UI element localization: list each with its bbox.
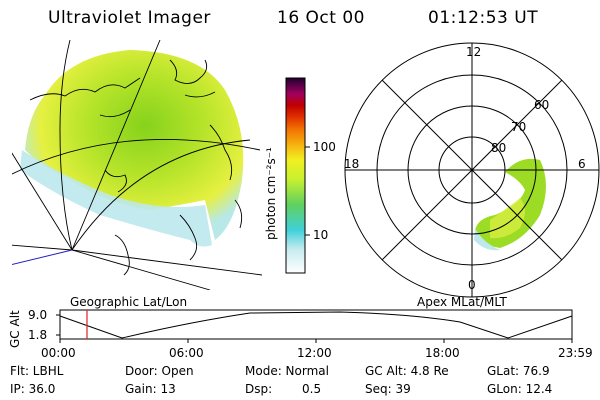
altitude-curve: [59, 311, 573, 339]
mlt-label-12: 12: [466, 45, 482, 59]
colorbar-tick-100: 100: [313, 140, 336, 154]
mode-status: Mode: Normal: [245, 364, 329, 378]
gain-status: Gain: 13: [125, 382, 176, 396]
time-tick-2359: 23:59: [558, 346, 593, 360]
altitude-ytick-9: 9.0: [28, 308, 48, 322]
colorbar-gradient: [285, 77, 306, 274]
time-tick-1200: 12:00: [297, 346, 332, 360]
right-panel-caption: Apex MLat/MLT: [417, 295, 507, 309]
time-tick-0600: 06:00: [169, 346, 204, 360]
time-tick-1800: 18:00: [425, 346, 460, 360]
mlat-label-70: 70: [511, 120, 527, 134]
altitude-ytick-1-8: 1.8: [28, 328, 48, 342]
altitude-plot: [56, 309, 573, 343]
mlt-label-0: 0: [468, 278, 476, 292]
colorbar: [285, 77, 310, 274]
geographic-image-panel: [12, 40, 262, 290]
mlt-label-18: 18: [344, 157, 360, 171]
aurora-emission-geographic: [25, 50, 244, 240]
orbit-trace: [12, 249, 73, 266]
app-title: Ultraviolet Imager: [48, 8, 211, 28]
colorbar-tick-10: 10: [313, 228, 329, 242]
geographic-latitude: GLat: 76.9: [487, 364, 550, 378]
date-label: 16 Oct 00: [277, 8, 365, 28]
mlat-label-80: 80: [491, 141, 507, 155]
coastlines: [29, 59, 243, 276]
dsp-label: Dsp:: [245, 382, 273, 396]
dsp-value: 0.5: [302, 382, 322, 396]
sequence-status: Seq: 39: [365, 382, 411, 396]
door-status: Door: Open: [125, 364, 194, 378]
filter-status: Flt: LBHL: [10, 364, 64, 378]
geographic-longitude: GLon: 12.4: [487, 382, 553, 396]
time-tick-0000: 00:00: [41, 346, 76, 360]
ip-status: IP: 36.0: [10, 382, 56, 396]
time-label: 01:12:53 UT: [428, 8, 539, 28]
altitude-ylabel: GC Alt: [8, 310, 22, 348]
altitude-plot-frame: [59, 309, 573, 340]
left-panel-caption: Geographic Lat/Lon: [70, 295, 188, 309]
polar-plot: [344, 42, 600, 298]
aurora-emission-polar: [475, 158, 546, 248]
colorbar-unit-label: photon cm⁻²s⁻¹: [264, 147, 278, 240]
lat-lon-grid: [12, 40, 262, 290]
mlt-label-6: 6: [578, 157, 586, 171]
gc-altitude-status: GC Alt: 4.8 Re: [365, 364, 449, 378]
mlat-label-60: 60: [534, 98, 550, 112]
